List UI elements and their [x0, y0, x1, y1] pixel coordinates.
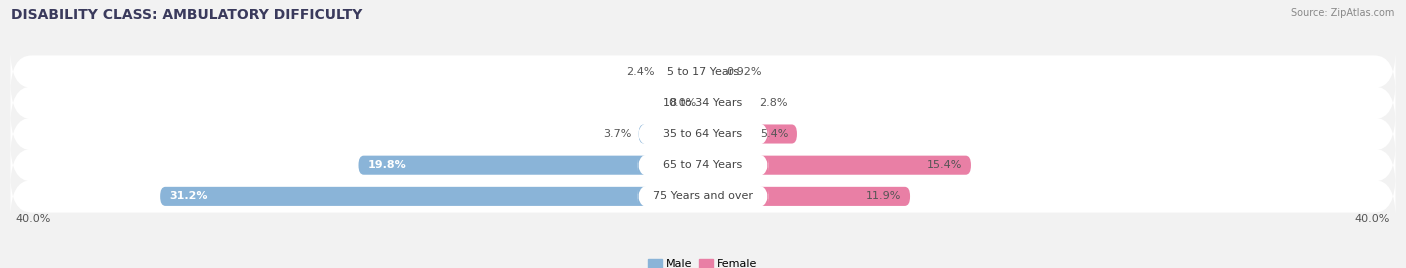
Text: 40.0%: 40.0%: [1355, 214, 1391, 224]
FancyBboxPatch shape: [661, 62, 703, 81]
Text: 19.8%: 19.8%: [367, 160, 406, 170]
Text: 2.4%: 2.4%: [626, 67, 654, 77]
Text: 3.7%: 3.7%: [603, 129, 631, 139]
FancyBboxPatch shape: [10, 113, 1396, 155]
Text: 2.8%: 2.8%: [759, 98, 787, 108]
Text: 65 to 74 Years: 65 to 74 Years: [664, 160, 742, 170]
FancyBboxPatch shape: [10, 144, 1396, 187]
FancyBboxPatch shape: [638, 155, 768, 176]
FancyBboxPatch shape: [359, 156, 703, 175]
Text: DISABILITY CLASS: AMBULATORY DIFFICULTY: DISABILITY CLASS: AMBULATORY DIFFICULTY: [11, 8, 363, 22]
FancyBboxPatch shape: [703, 93, 752, 112]
FancyBboxPatch shape: [638, 92, 768, 113]
FancyBboxPatch shape: [10, 175, 1396, 218]
FancyBboxPatch shape: [638, 186, 768, 207]
Legend: Male, Female: Male, Female: [648, 259, 758, 268]
Text: 35 to 64 Years: 35 to 64 Years: [664, 129, 742, 139]
Text: 18 to 34 Years: 18 to 34 Years: [664, 98, 742, 108]
FancyBboxPatch shape: [703, 62, 718, 81]
Text: 11.9%: 11.9%: [866, 191, 901, 201]
Text: 15.4%: 15.4%: [927, 160, 962, 170]
FancyBboxPatch shape: [160, 187, 703, 206]
FancyBboxPatch shape: [703, 156, 972, 175]
FancyBboxPatch shape: [703, 124, 797, 144]
Text: 0.92%: 0.92%: [725, 67, 762, 77]
Text: Source: ZipAtlas.com: Source: ZipAtlas.com: [1291, 8, 1395, 18]
FancyBboxPatch shape: [638, 124, 768, 144]
FancyBboxPatch shape: [10, 50, 1396, 93]
FancyBboxPatch shape: [703, 187, 910, 206]
FancyBboxPatch shape: [638, 124, 703, 144]
FancyBboxPatch shape: [10, 81, 1396, 124]
Text: 5 to 17 Years: 5 to 17 Years: [666, 67, 740, 77]
Text: 5.4%: 5.4%: [759, 129, 789, 139]
Text: 0.0%: 0.0%: [668, 98, 696, 108]
Text: 31.2%: 31.2%: [169, 191, 207, 201]
FancyBboxPatch shape: [638, 61, 768, 82]
Text: 40.0%: 40.0%: [15, 214, 51, 224]
Text: 75 Years and over: 75 Years and over: [652, 191, 754, 201]
